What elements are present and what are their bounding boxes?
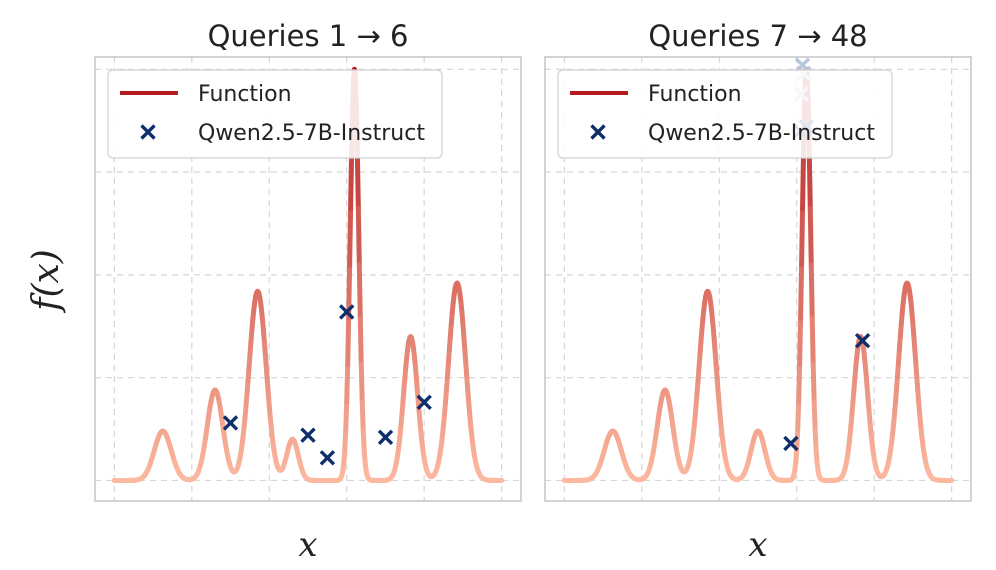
plot-frame [94, 56, 522, 502]
function-segment [354, 152, 361, 211]
function-segment [807, 205, 814, 268]
legend-box [557, 69, 893, 159]
function-segment [810, 361, 817, 405]
query-point-marker [854, 332, 871, 349]
query-point-marker [377, 429, 394, 446]
legend-marker-swatch [140, 124, 156, 140]
function-segment [348, 152, 355, 211]
function-segment [806, 152, 813, 211]
query-point-marker [416, 394, 432, 411]
x-axis-label: x [748, 525, 767, 565]
plot-frame [544, 56, 972, 502]
query-point-marker [300, 427, 316, 443]
function-segment [812, 427, 819, 452]
chart-title: Queries 1 → 6 [208, 19, 409, 53]
function-segment [342, 427, 349, 452]
legend-box [107, 69, 443, 159]
chart-title: Queries 7 → 48 [648, 19, 867, 53]
function-segment [344, 361, 351, 405]
function-segment [357, 315, 364, 367]
query-point-marker [338, 304, 355, 320]
legend-function-label: Function [198, 82, 292, 107]
function-segment [809, 315, 816, 367]
legend-model-label: Qwen2.5-7B-Instruct [198, 121, 425, 146]
legend-model-label: Qwen2.5-7B-Instruct [648, 121, 875, 146]
function-segment [794, 427, 801, 452]
chart-panel-queries-7-48: Queries 7 → 48 Function Qwen2.5-7B-Instr… [544, 19, 972, 565]
function-segment [795, 399, 802, 433]
gridlines [95, 57, 521, 501]
function-segment [796, 361, 803, 405]
x-axis-label: x [298, 525, 317, 565]
y-axis-label: f(x) [26, 249, 67, 314]
function-segment [798, 262, 805, 321]
function-segment [355, 205, 362, 268]
chart-panel-queries-1-6: Queries 1 → 6 Function Qwen2.5-7B-Instru… [94, 19, 522, 565]
query-point-marker [783, 435, 799, 452]
gridlines [545, 57, 971, 501]
legend: Function Qwen2.5-7B-Instruct [107, 69, 443, 159]
legend-marker-swatch [590, 124, 606, 140]
query-point-marker [319, 450, 336, 466]
function-segment [358, 361, 365, 405]
function-segment [359, 399, 366, 433]
query-point-marker [222, 415, 239, 431]
function-segment [345, 315, 352, 367]
legend: Function Qwen2.5-7B-Instruct [557, 69, 893, 159]
function-segment [343, 399, 350, 433]
function-segment [799, 205, 806, 268]
function-segment [800, 152, 806, 211]
function-segment [808, 262, 815, 321]
function-segment [797, 315, 804, 367]
function-segment [811, 399, 818, 433]
function-segment [347, 205, 354, 268]
query-markers [222, 304, 432, 466]
legend-function-label: Function [648, 82, 742, 107]
function-segment [356, 262, 363, 321]
function-segment [360, 427, 367, 452]
